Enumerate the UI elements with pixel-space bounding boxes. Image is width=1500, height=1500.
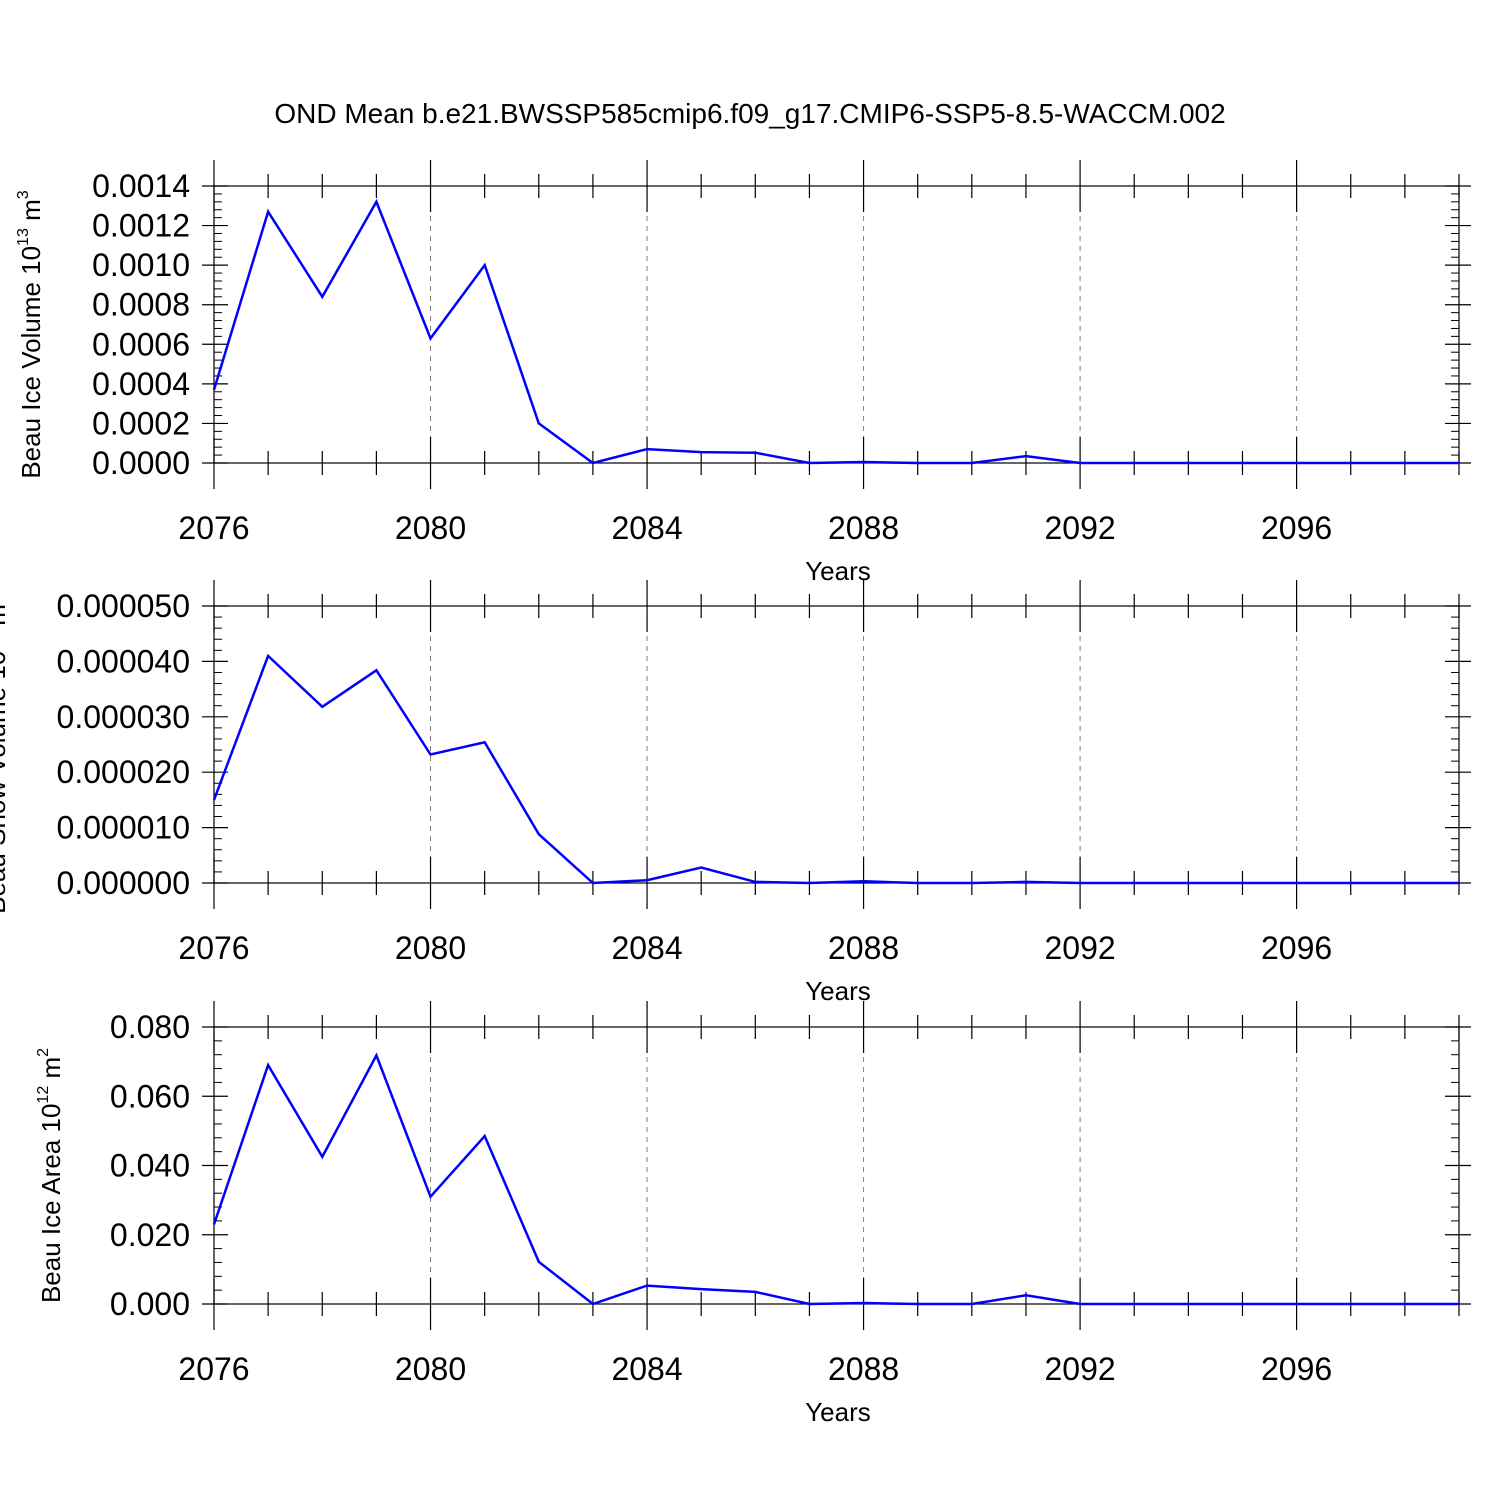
plot-frame (213, 605, 1460, 884)
x-tick-label: 2084 (611, 1351, 682, 1387)
x-tick-label: 2096 (1261, 510, 1332, 546)
y-tick-label: 0.000030 (57, 699, 190, 735)
y-tick-label: 0.000020 (57, 754, 190, 790)
series-line (212, 198, 1459, 465)
x-tick-label: 2092 (1044, 930, 1115, 966)
x-tick-label: 2080 (395, 1351, 466, 1387)
x-tick-label: 2080 (395, 930, 466, 966)
x-tick-label: 2088 (828, 510, 899, 546)
y-axis-label-text: m (36, 1057, 66, 1086)
y-axis-label-text: Beau Ice Area 10 (36, 1104, 66, 1303)
y-axis-label-superscript: 3 (15, 190, 32, 199)
x-tick-label: 2096 (1261, 930, 1332, 966)
x-tick-label: 2076 (178, 510, 249, 546)
y-axis-label: Beau Snow Volume 1013 m3 (0, 595, 11, 914)
y-axis-label-superscript: 13 (15, 228, 32, 246)
x-tick-label: 2096 (1261, 1351, 1332, 1387)
x-tick-label: 2088 (828, 1351, 899, 1387)
x-tick-label: 2092 (1044, 510, 1115, 546)
x-tick-label: 2092 (1044, 1351, 1115, 1387)
chart-panel-2: 0.000000 0.000010 0.000020 0.000030 0.000040… (0, 580, 1471, 1006)
y-tick-label: 0.0006 (92, 326, 190, 362)
x-tick-label: 2084 (611, 510, 682, 546)
chart-title: OND Mean b.e21.BWSSP585cmip6.f09_g17.CMI… (274, 98, 1225, 129)
y-axis-label: Beau Ice Area 1012 m2 (35, 1048, 66, 1303)
chart-panel-3: 0.000 0.020 0.040 0.060 0.080 2076 2080 2084 208… (35, 1001, 1471, 1427)
chart-panel-1: 0.00000.00020.00040.00060.00080.00100.00… (15, 160, 1471, 586)
series-line (212, 1052, 1459, 1306)
plot-frame (213, 185, 1460, 464)
y-axis-label-text: Beau Snow Volume 10 (0, 651, 11, 914)
y-tick-label: 0.0010 (92, 247, 190, 283)
series-line (212, 653, 1459, 885)
y-tick-label: 0.000 (110, 1286, 190, 1322)
x-axis-label: Years (805, 976, 871, 1006)
x-tick-label: 2076 (178, 930, 249, 966)
y-tick-label: 0.000010 (57, 810, 190, 846)
y-tick-label: 0.0000 (92, 445, 190, 481)
x-tick-label: 2088 (828, 930, 899, 966)
x-tick-label: 2084 (611, 930, 682, 966)
y-tick-label: 0.0002 (92, 405, 190, 441)
plot-frame (213, 1026, 1460, 1305)
y-tick-label: 0.000040 (57, 643, 190, 679)
y-axis-label-text: m (16, 199, 46, 228)
x-tick-label: 2076 (178, 1351, 249, 1387)
y-tick-label: 0.0012 (92, 208, 190, 244)
y-tick-label: 0.080 (110, 1009, 190, 1045)
y-axis-label-superscript: 2 (35, 1048, 52, 1057)
y-axis-label-text: Beau Ice Volume 10 (16, 246, 46, 479)
x-axis-label: Years (805, 556, 871, 586)
y-tick-label: 0.0014 (92, 168, 190, 204)
x-axis-label: Years (805, 1397, 871, 1427)
y-tick-label: 0.0008 (92, 287, 190, 323)
y-axis-label-superscript: 12 (35, 1086, 52, 1104)
y-tick-label: 0.060 (110, 1078, 190, 1114)
y-tick-label: 0.0004 (92, 366, 190, 402)
y-tick-label: 0.000050 (57, 588, 190, 624)
y-tick-label: 0.040 (110, 1148, 190, 1184)
y-tick-label: 0.000000 (57, 865, 190, 901)
y-axis-label: Beau Ice Volume 1013 m3 (15, 190, 46, 478)
y-tick-label: 0.020 (110, 1217, 190, 1253)
y-axis-label-text: m (0, 604, 11, 633)
x-tick-label: 2080 (395, 510, 466, 546)
